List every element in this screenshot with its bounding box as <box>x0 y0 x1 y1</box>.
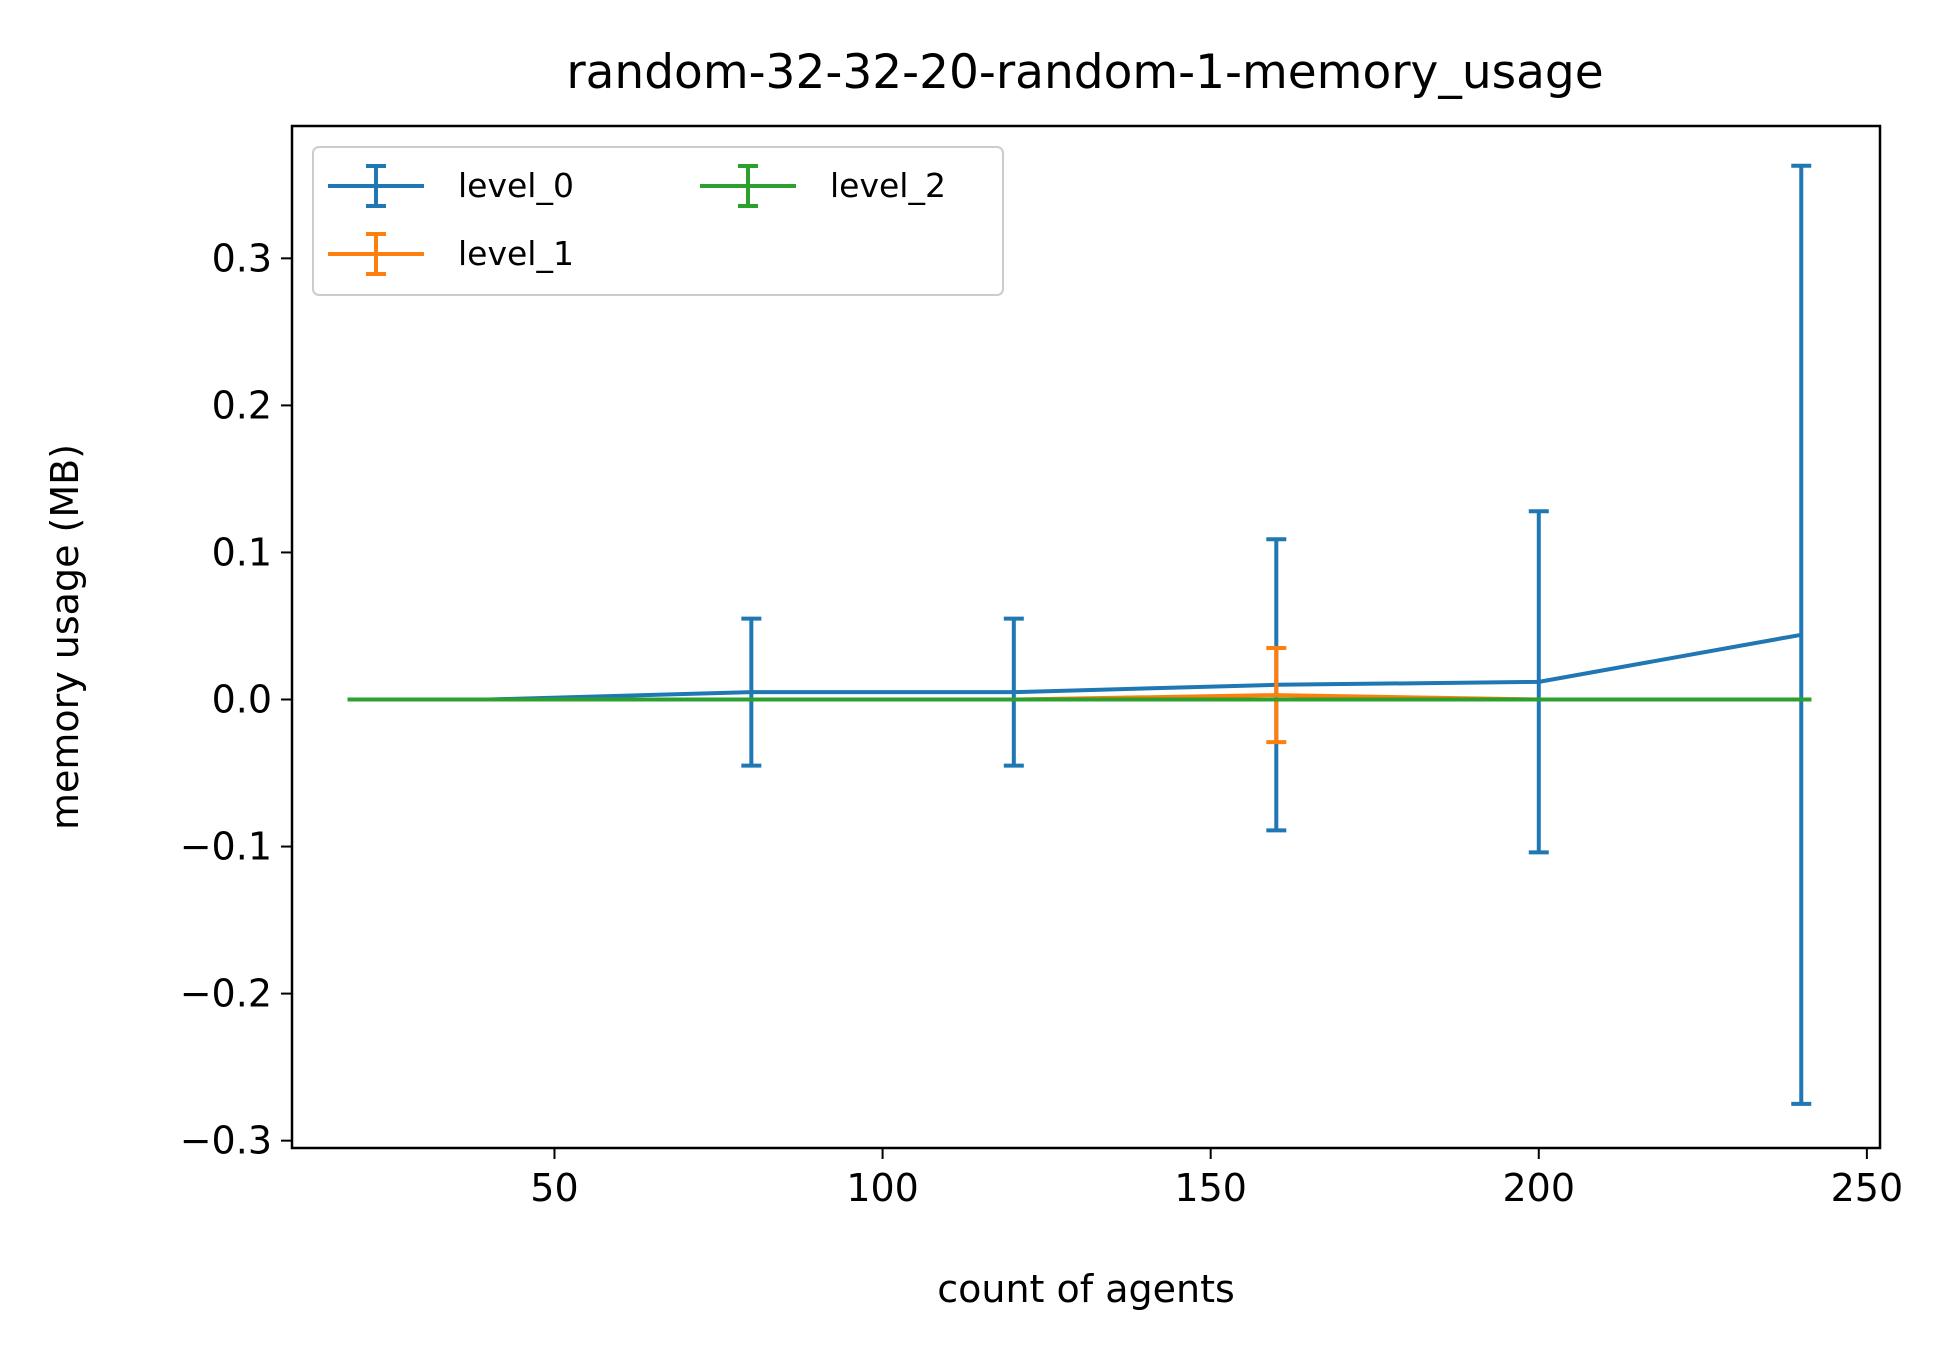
y-tick-label: 0.2 <box>212 383 272 427</box>
legend-item: level_0 <box>328 164 574 208</box>
x-tick-label: 250 <box>1831 1166 1904 1210</box>
legend-box <box>312 146 1004 296</box>
y-tick-label: −0.2 <box>180 972 272 1016</box>
y-axis-label: memory usage (MB) <box>43 444 87 830</box>
y-tick-label: −0.3 <box>180 1119 272 1163</box>
y-tick-label: 0.3 <box>212 236 272 280</box>
y-tick-label: 0.1 <box>212 530 272 574</box>
series-layer <box>347 163 1812 1106</box>
x-tick-label: 150 <box>1174 1166 1247 1210</box>
axes-frame <box>290 124 1882 1150</box>
legend-item: level_1 <box>328 232 574 276</box>
legend-label: level_2 <box>830 166 946 205</box>
y-tick-label: −0.1 <box>180 825 272 869</box>
legend-item: level_2 <box>700 164 946 208</box>
legend: level_0 level_1 level_2 <box>312 146 1004 296</box>
x-tick-label: 100 <box>846 1166 919 1210</box>
x-tick-label: 50 <box>530 1166 578 1210</box>
legend-label: level_0 <box>458 166 574 205</box>
x-axis: 50 100 150 200 250 <box>530 1148 1903 1210</box>
x-tick-label: 200 <box>1503 1166 1576 1210</box>
x-axis-label: count of agents <box>937 1267 1235 1311</box>
legend-label: level_1 <box>458 234 574 273</box>
y-tick-label: 0.0 <box>212 677 272 721</box>
y-axis: −0.3 −0.2 −0.1 0.0 0.1 0.2 0.3 <box>180 236 292 1163</box>
chart-title: random-32-32-20-random-1-memory_usage <box>566 45 1603 100</box>
